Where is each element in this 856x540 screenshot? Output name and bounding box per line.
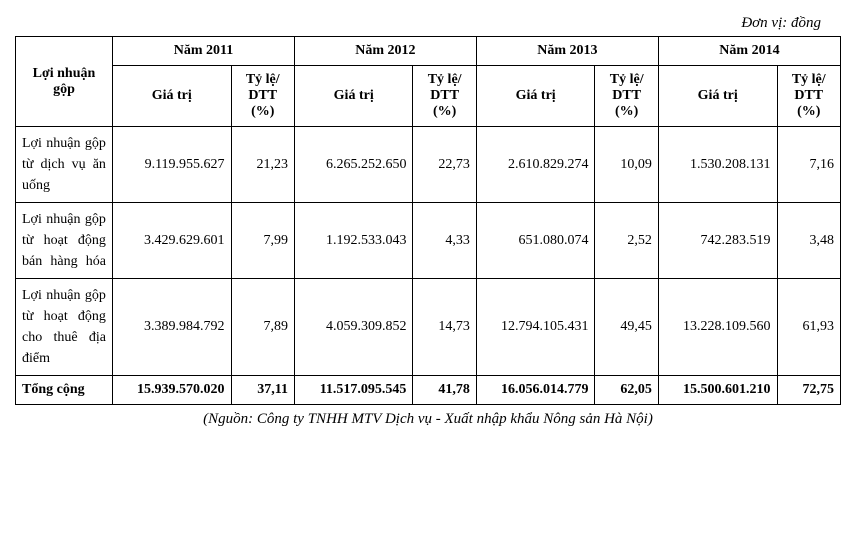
profit-table: Lợi nhuận gộp Năm 2011 Năm 2012 Năm 2013… [15,36,841,405]
table-row: Lợi nhuận gộp từ dịch vụ ăn uống 9.119.9… [16,127,841,203]
col-tyle-2013: Tỷ lệ/ DTT (%) [595,66,658,127]
giatri-cell: 3.389.984.792 [112,279,231,376]
unit-label: Đơn vị: đồng [15,15,841,32]
col-giatri-2013: Giá trị [476,66,595,127]
col-giatri-2011: Giá trị [112,66,231,127]
total-row: Tổng cộng 15.939.570.020 37,11 11.517.09… [16,376,841,405]
giatri-cell: 11.517.095.545 [294,376,412,405]
year-2013-header: Năm 2013 [476,37,658,66]
tyle-cell: 14,73 [413,279,476,376]
giatri-cell: 1.192.533.043 [294,203,412,279]
col-giatri-2014: Giá trị [658,66,777,127]
total-label: Tổng cộng [16,376,113,405]
tyle-cell: 22,73 [413,127,476,203]
giatri-cell: 12.794.105.431 [476,279,595,376]
giatri-cell: 4.059.309.852 [294,279,412,376]
giatri-cell: 16.056.014.779 [476,376,595,405]
giatri-cell: 9.119.955.627 [112,127,231,203]
col-tyle-2014: Tỷ lệ/ DTT (%) [777,66,841,127]
row-label: Lợi nhuận gộp từ dịch vụ ăn uống [16,127,113,203]
giatri-cell: 1.530.208.131 [658,127,777,203]
giatri-cell: 2.610.829.274 [476,127,595,203]
row-label: Lợi nhuận gộp từ hoạt động bán hàng hóa [16,203,113,279]
tyle-cell: 61,93 [777,279,841,376]
giatri-cell: 15.500.601.210 [658,376,777,405]
tyle-cell: 37,11 [231,376,294,405]
col-giatri-2012: Giá trị [294,66,412,127]
row-label: Lợi nhuận gộp từ hoạt động cho thuê địa … [16,279,113,376]
table-row: Lợi nhuận gộp từ hoạt động bán hàng hóa … [16,203,841,279]
tyle-cell: 3,48 [777,203,841,279]
giatri-cell: 13.228.109.560 [658,279,777,376]
tyle-cell: 21,23 [231,127,294,203]
tyle-cell: 4,33 [413,203,476,279]
giatri-cell: 15.939.570.020 [112,376,231,405]
col-tyle-2012: Tỷ lệ/ DTT (%) [413,66,476,127]
year-2011-header: Năm 2011 [112,37,294,66]
tyle-cell: 41,78 [413,376,476,405]
tyle-cell: 7,16 [777,127,841,203]
col-tyle-2011: Tỷ lệ/ DTT (%) [231,66,294,127]
tyle-cell: 7,99 [231,203,294,279]
tyle-cell: 62,05 [595,376,658,405]
giatri-cell: 6.265.252.650 [294,127,412,203]
tyle-cell: 7,89 [231,279,294,376]
tyle-cell: 10,09 [595,127,658,203]
giatri-cell: 3.429.629.601 [112,203,231,279]
table-row: Lợi nhuận gộp từ hoạt động cho thuê địa … [16,279,841,376]
source-label: (Nguồn: Công ty TNHH MTV Dịch vụ - Xuất … [15,411,841,428]
row-header: Lợi nhuận gộp [16,37,113,127]
giatri-cell: 742.283.519 [658,203,777,279]
tyle-cell: 49,45 [595,279,658,376]
tyle-cell: 72,75 [777,376,841,405]
giatri-cell: 651.080.074 [476,203,595,279]
year-2012-header: Năm 2012 [294,37,476,66]
tyle-cell: 2,52 [595,203,658,279]
year-2014-header: Năm 2014 [658,37,840,66]
